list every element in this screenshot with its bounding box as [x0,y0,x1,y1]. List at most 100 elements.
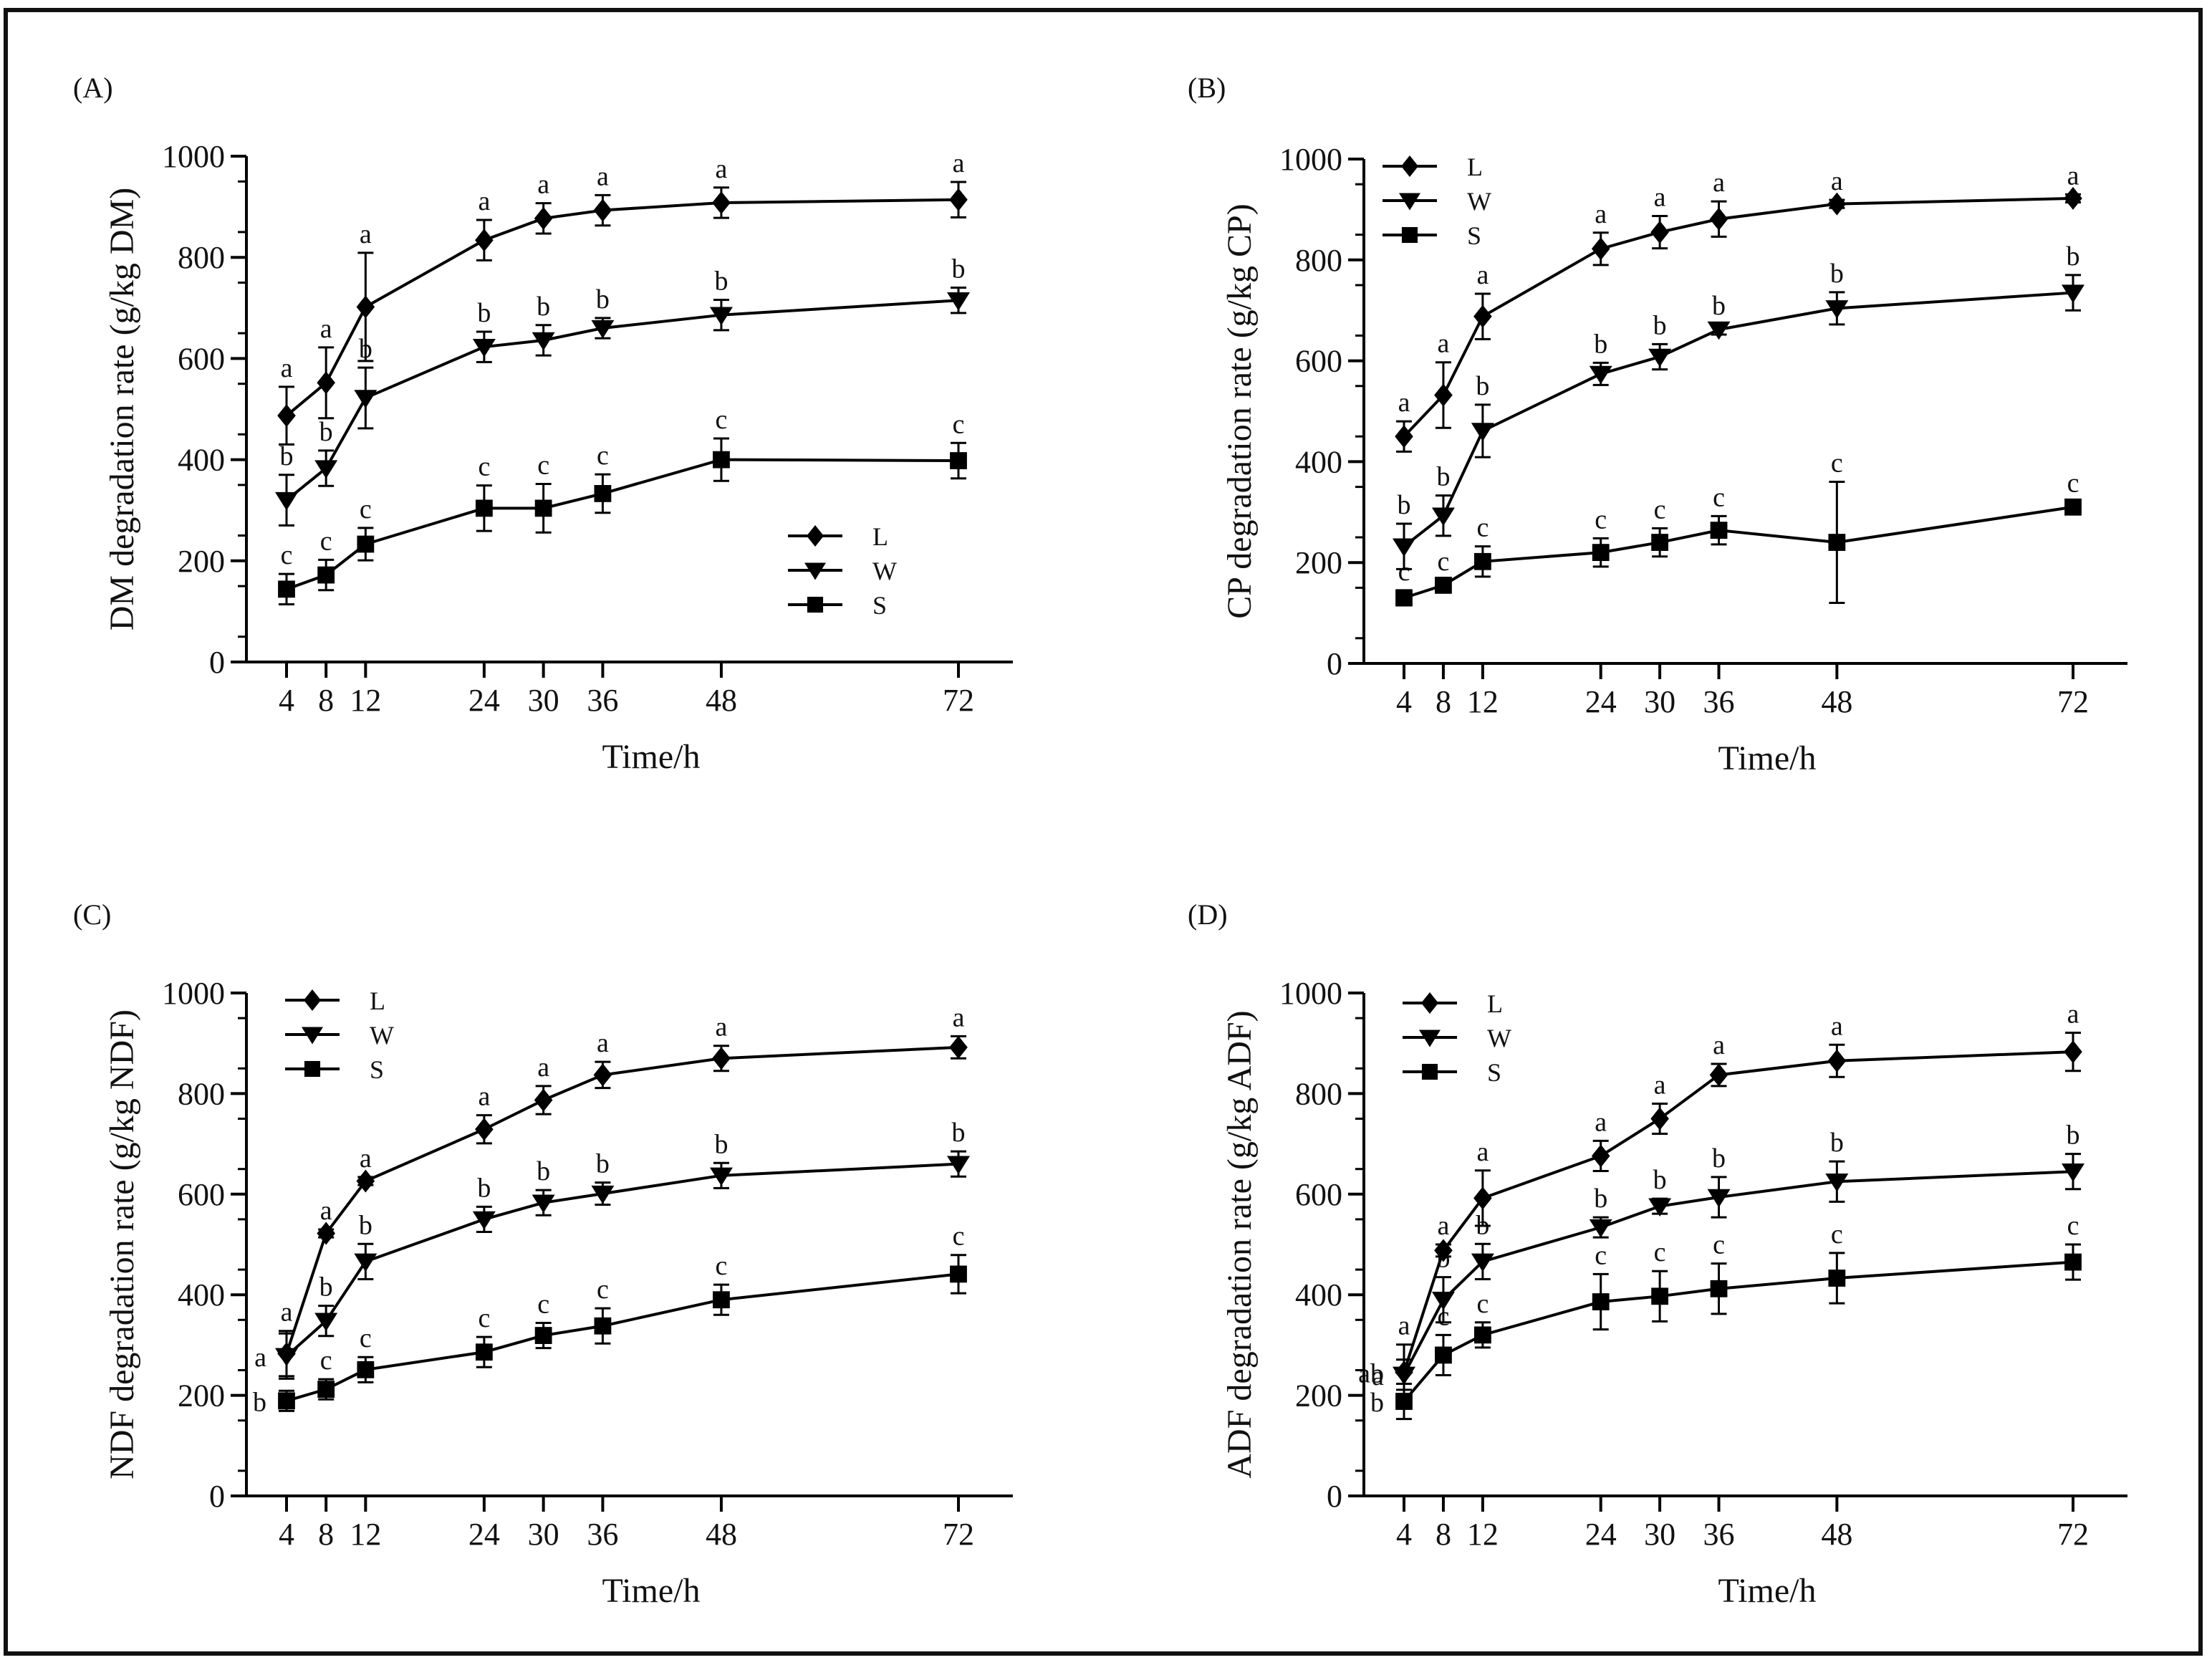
sig-letter: c [1595,1240,1607,1270]
x-tick-label: 24 [1585,684,1617,719]
data-point-W [1707,321,1731,340]
legend-marker-S [807,596,824,613]
sig-letter: a [597,161,609,191]
sig-letter: b [1712,291,1726,321]
sig-letter: c [1654,494,1666,524]
legend-marker-L [807,525,824,547]
y-tick-label: 600 [178,1177,225,1212]
sig-letter: c [953,1222,965,1252]
data-point-S [2064,1253,2082,1271]
panel-b-plot-marks [1348,155,2127,679]
legend-marker-L [1401,155,1418,177]
data-point-S [1395,1393,1413,1410]
data-point-W [1393,538,1415,557]
legend-marker-S [1401,226,1418,244]
sig-letter: c [597,441,609,471]
sig-letter: b [1398,490,1411,520]
x-tick-label: 24 [1585,1517,1617,1552]
x-tick-label: 12 [350,1517,381,1552]
data-point-L [1827,192,1847,216]
sig-letter: c [1831,1219,1843,1249]
sig-letter: b [1830,259,1844,289]
sig-letter: a [360,1143,372,1174]
data-point-W [275,1348,298,1367]
x-tick-label: 72 [2057,1517,2089,1552]
sig-letter: b [1436,462,1450,492]
data-point-L [949,188,968,211]
panel-b-x-axis-title: Time/h [1718,739,1817,777]
y-tick-label: 200 [178,1378,225,1414]
panel-d-x-axis-title: Time/h [1718,1572,1817,1610]
legend-marker-L [1421,992,1438,1014]
sig-letter: b [359,1210,372,1240]
data-point-W [1648,1198,1672,1217]
panel-c-plot-marks [231,989,1013,1512]
y-tick-label: 600 [178,341,225,376]
y-tick-label: 600 [1295,1177,1342,1212]
sig-letter: c [1595,504,1607,534]
sig-letter: b [714,267,728,297]
y-tick-label: 800 [178,240,225,275]
x-tick-label: 4 [1396,684,1412,719]
data-point-W [532,332,555,351]
sig-letter: a [1372,1361,1384,1391]
sig-letter: c [281,540,293,570]
panel-a-y-axis-title: DM degradation rate (g/kg DM) [103,188,141,631]
data-point-W [2062,284,2084,303]
panel-d-significance-letters: a a a a a a a a a b b b b b b b b c c c … [1370,999,2080,1418]
data-point-S [1651,1287,1669,1305]
data-point-S [950,1265,967,1283]
sig-letter: b [952,1118,966,1148]
sig-letter: c [320,526,332,556]
panel-c-x-tick-labels: 4 8 12 24 30 36 48 72 [279,1517,974,1552]
data-point-W [709,1167,733,1186]
panel-c-y-tick-labels: 0 200 400 600 800 1000 [162,976,225,1514]
legend-label: W [1487,1024,1511,1052]
data-point-L [317,371,335,395]
sig-letter: c [597,1275,609,1305]
data-point-W [1589,1219,1612,1238]
sig-letter: a [953,148,965,178]
data-point-W [1707,1189,1731,1208]
y-tick-label: 0 [1327,1479,1342,1514]
data-point-S [278,580,295,598]
legend-marker-L [304,989,321,1011]
data-point-S [594,1317,612,1335]
y-tick-label: 200 [1295,545,1342,580]
x-tick-label: 30 [1644,684,1675,719]
sig-letter: c [1476,513,1489,543]
data-point-L [2064,1040,2082,1064]
sig-letter: c [716,1251,728,1281]
sig-letter: a [1438,1211,1450,1241]
sig-letter: a [320,1196,332,1226]
sig-letter: b [596,1149,610,1179]
sig-letter: a [2067,160,2079,191]
sig-letter: b [253,1387,266,1417]
data-point-S [1651,534,1669,551]
sig-letter: b [1653,310,1667,340]
panel-b-label: (B) [1188,72,1226,104]
data-point-L [593,1063,612,1087]
data-point-W [2062,1163,2084,1182]
sig-letter: a [1595,199,1607,229]
sig-letter: c [537,1290,549,1320]
sig-letter: a [1476,260,1489,290]
x-tick-label: 8 [318,1517,334,1552]
panel-c-label: (C) [73,898,111,931]
panel-d-plot-marks [1348,992,2127,1512]
sig-letter: b [1594,329,1607,359]
data-point-S [1710,1280,1728,1297]
sig-letter: a [1438,329,1450,359]
data-point-W [1825,300,1849,319]
series-line-W [285,1162,959,1358]
data-point-W [1431,507,1455,527]
x-tick-label: 72 [943,1517,974,1552]
sig-letter: a [1398,388,1410,418]
sig-letter: b [537,1156,550,1186]
data-point-W [1589,365,1612,385]
legend-marker-S [304,1060,321,1078]
x-tick-label: 8 [318,683,334,718]
data-point-L [1591,1144,1610,1168]
legend-label: L [1487,989,1503,1018]
